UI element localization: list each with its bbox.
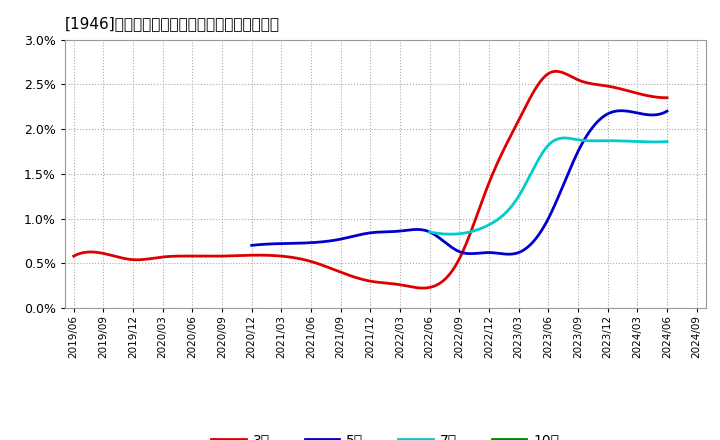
5年 (249, 242, 258, 248)
5年 (662, 109, 671, 114)
7年 (426, 230, 435, 235)
Line: 5年: 5年 (252, 111, 667, 254)
5年 (248, 243, 256, 248)
3年 (423, 285, 431, 290)
5年 (495, 251, 503, 256)
7年 (627, 139, 636, 144)
7年 (572, 137, 581, 142)
5年 (493, 251, 502, 256)
3年 (573, 77, 582, 82)
Text: [1946]　当期純利益マージンの標準偏差の推移: [1946] 当期純利益マージンの標準偏差の推移 (65, 16, 280, 32)
Legend: 3年, 5年, 7年, 10年: 3年, 5年, 7年, 10年 (205, 428, 565, 440)
3年 (662, 95, 671, 100)
5年 (504, 252, 513, 257)
7年 (560, 136, 569, 141)
7年 (662, 139, 671, 144)
3年 (69, 253, 78, 259)
3年 (425, 285, 433, 290)
3年 (434, 281, 443, 286)
Line: 3年: 3年 (73, 71, 667, 288)
3年 (611, 85, 620, 90)
7年 (567, 136, 576, 141)
3年 (552, 69, 560, 74)
Line: 7年: 7年 (430, 138, 667, 234)
3年 (71, 253, 80, 258)
7年 (426, 229, 434, 235)
7年 (446, 231, 454, 237)
5年 (599, 114, 608, 119)
5年 (626, 109, 635, 114)
5年 (502, 252, 510, 257)
7年 (642, 139, 651, 144)
3年 (418, 286, 427, 291)
5年 (617, 108, 626, 114)
7年 (568, 136, 577, 142)
